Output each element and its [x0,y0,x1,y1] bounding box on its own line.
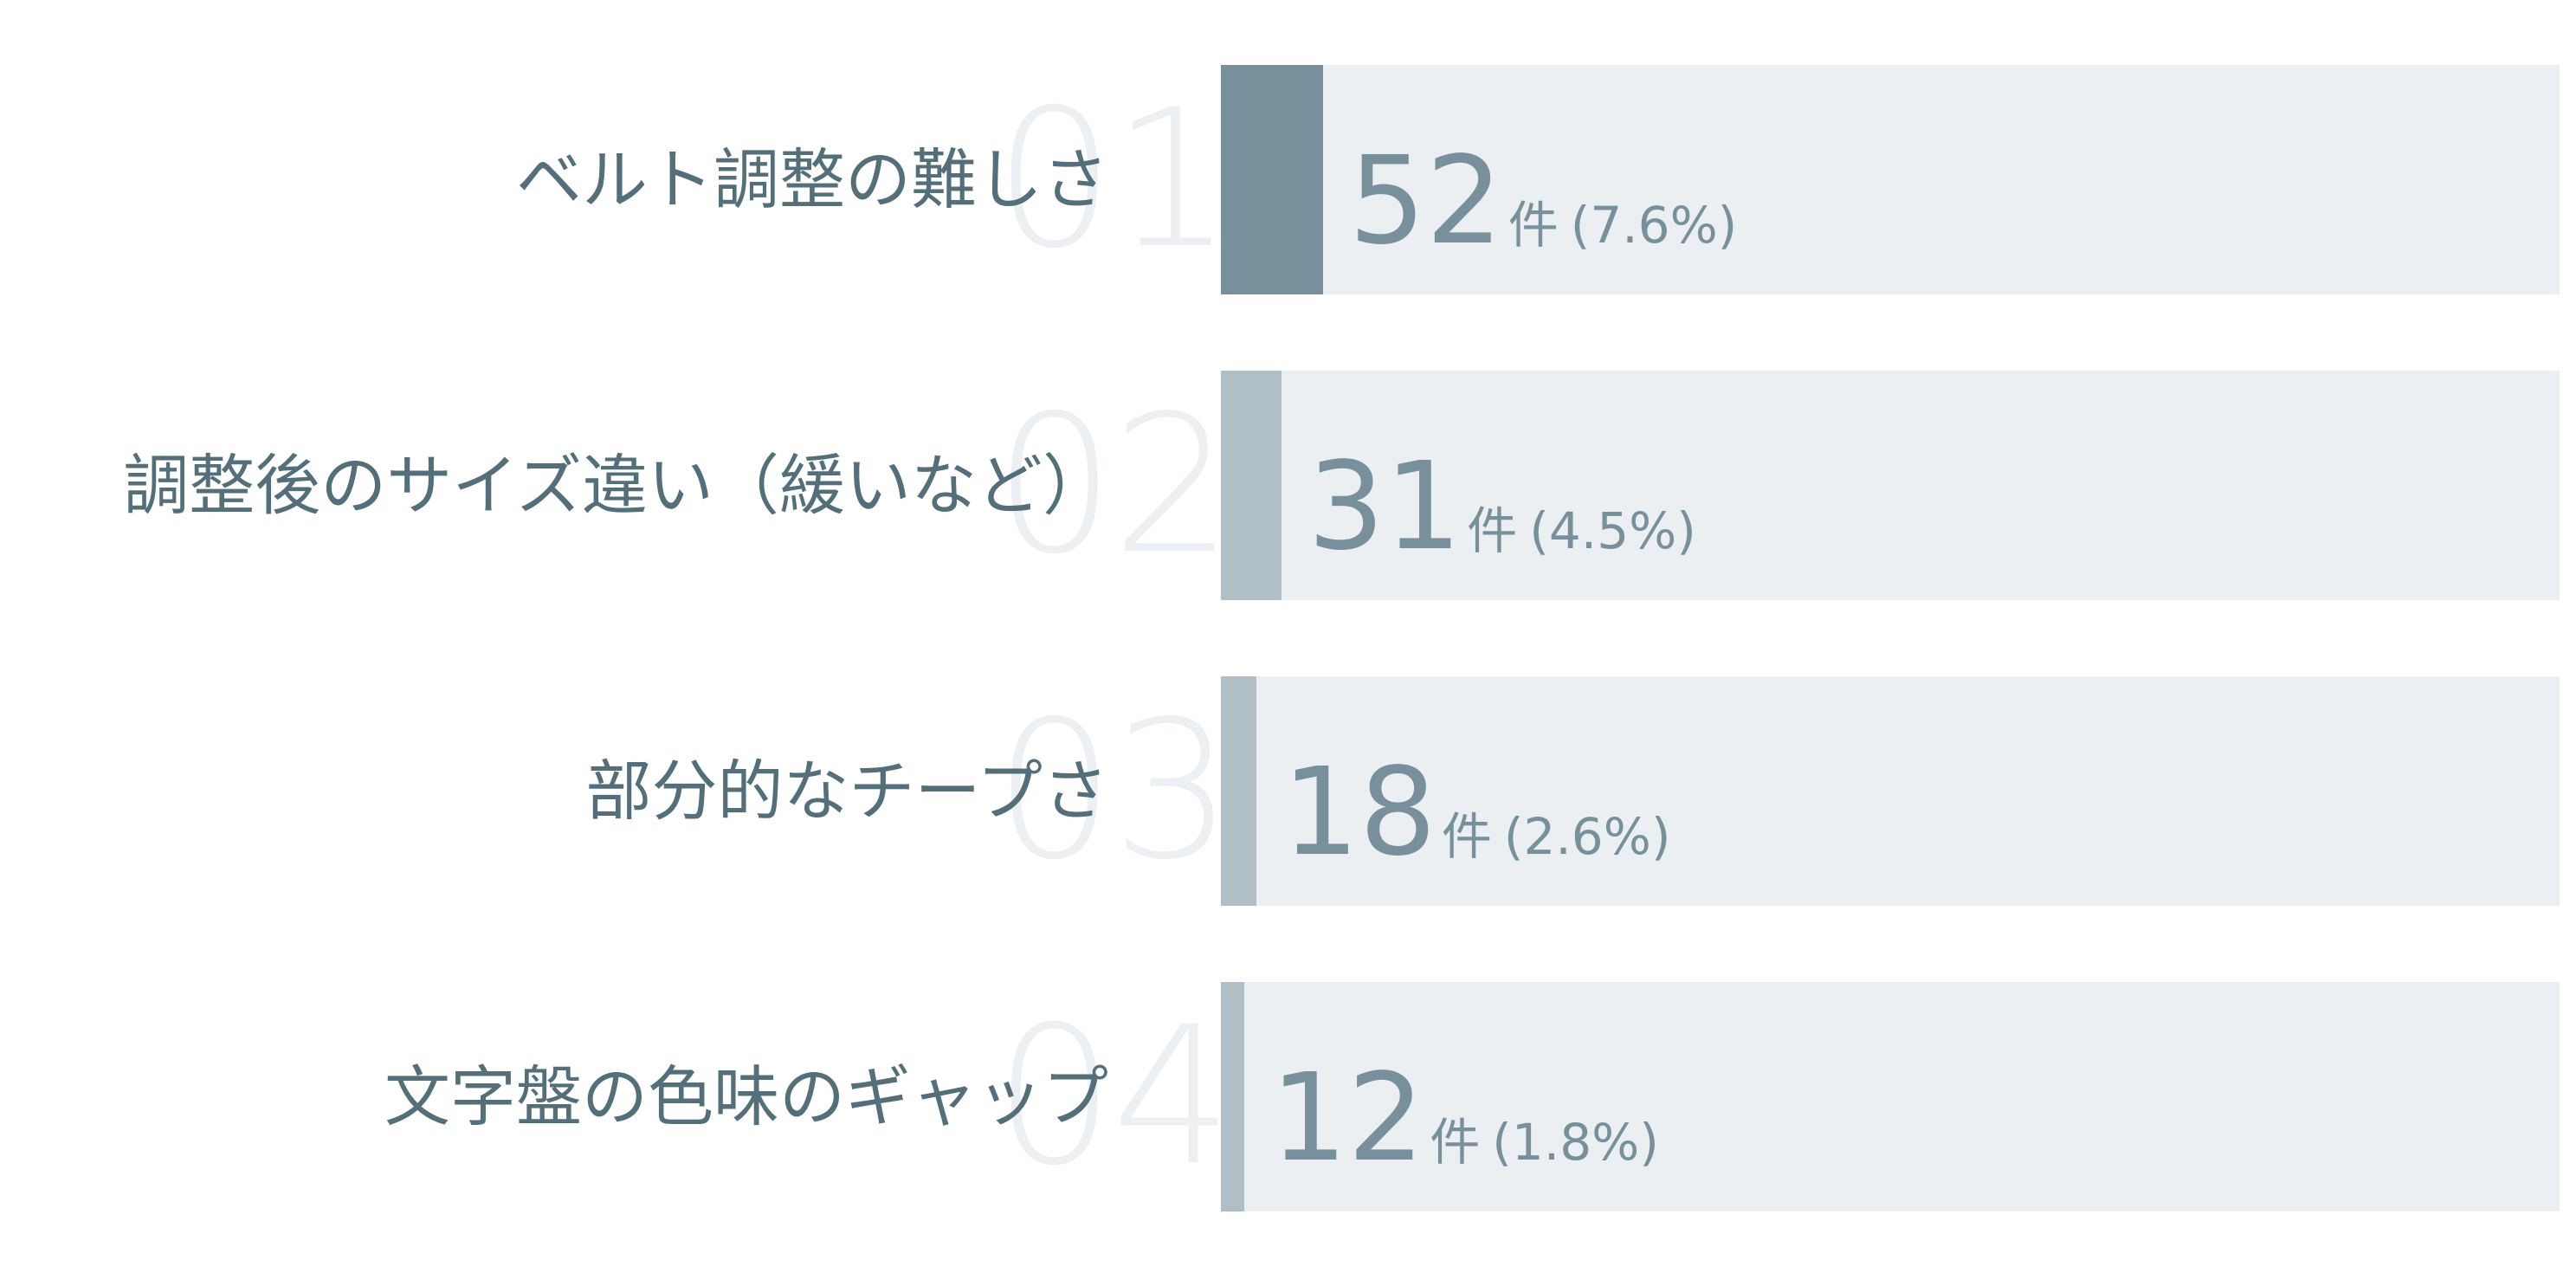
value-percent: (4.5%) [1529,501,1696,560]
bar-row: 02 調整後のサイズ違い（緩いなど） 31 件 (4.5%) [0,371,2576,600]
bar-fill [1221,982,1245,1212]
value-unit: 件 [1441,807,1492,866]
category-label: 文字盤の色味のギャップ [384,1058,1108,1135]
bar-fill [1221,371,1282,600]
value-label: 12 件 (1.8%) [1270,1050,1659,1188]
value-number: 52 [1348,131,1503,272]
value-unit: 件 [1508,196,1559,255]
bar-row: 03 部分的なチープさ 18 件 (2.6%) [0,676,2576,906]
value-unit: 件 [1467,501,1518,560]
bar-track: 31 件 (4.5%) [1221,371,2560,600]
bar-fill [1221,65,1323,294]
rank-number: 03 [994,680,1233,901]
bar-track: 18 件 (2.6%) [1221,676,2560,906]
value-label: 52 件 (7.6%) [1349,132,1738,271]
value-number: 18 [1282,742,1436,883]
category-label: 調整後のサイズ違い（緩いなど） [123,447,1108,524]
bar-row: 01 ベルト調整の難しさ 52 件 (7.6%) [0,65,2576,294]
value-unit: 件 [1430,1113,1481,1172]
value-percent: (1.8%) [1492,1113,1659,1172]
value-percent: (7.6%) [1570,196,1738,255]
bar-track: 12 件 (1.8%) [1221,982,2560,1212]
rank-number: 02 [994,374,1233,596]
bar-row: 04 文字盤の色味のギャップ 12 件 (1.8%) [0,982,2576,1212]
rank-number: 04 [994,985,1233,1207]
rank-number: 01 [994,68,1233,290]
value-number: 12 [1270,1048,1425,1189]
value-label: 31 件 (4.5%) [1307,438,1696,577]
value-label: 18 件 (2.6%) [1282,744,1671,882]
bar-track: 52 件 (7.6%) [1221,65,2560,294]
bar-fill [1221,676,1256,906]
category-label: ベルト調整の難しさ [516,141,1108,218]
value-number: 31 [1307,436,1462,578]
category-label: 部分的なチープさ [585,753,1108,830]
value-percent: (2.6%) [1503,807,1671,866]
